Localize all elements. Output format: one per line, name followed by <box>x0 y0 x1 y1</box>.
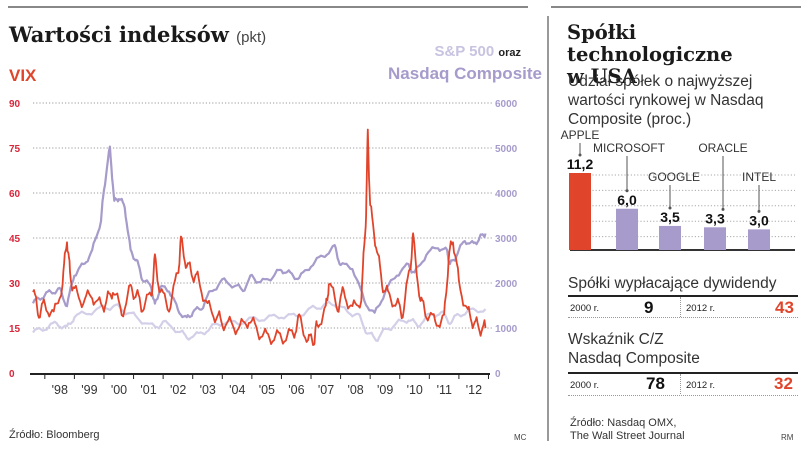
x-tick-label: '08 <box>347 383 363 397</box>
top-rule-left <box>8 6 528 8</box>
x-tick-label: '09 <box>377 383 393 397</box>
bar-category-label: APPLE <box>561 128 600 142</box>
right-tick-label: 3000 <box>495 234 518 245</box>
dividends-rule <box>568 295 798 297</box>
dividends-value1: 9 <box>644 298 654 317</box>
dividends-title: Spółki wypłacające dywidendy <box>568 275 777 292</box>
x-tick-label: '02 <box>170 383 186 397</box>
bar-category-label: GOOGLE <box>648 170 700 184</box>
x-tick-label: '01 <box>140 383 156 397</box>
bar-intel <box>748 229 770 250</box>
top-rule-right <box>551 6 801 8</box>
x-tick-label: '06 <box>288 383 304 397</box>
sp500-label: S&P 500 <box>434 43 495 60</box>
x-tick-label: '03 <box>200 383 216 397</box>
pe-title-line2: Nasdaq Composite <box>568 350 700 367</box>
x-tick-label: '10 <box>407 383 423 397</box>
bar-value-label: 11,2 <box>567 156 594 172</box>
left-tick-label: 90 <box>9 99 21 110</box>
pe-value1: 78 <box>646 374 665 393</box>
bar-leader-dot <box>757 209 761 213</box>
left-tick-label: 15 <box>9 324 21 335</box>
left-tick-label: 30 <box>9 279 21 290</box>
x-tick-label: '98 <box>52 383 68 397</box>
right-title: Spółki technologiczne w USA <box>567 22 805 88</box>
x-tick-label: '99 <box>81 383 97 397</box>
left-title-unit: (pkt) <box>236 29 267 46</box>
right-tick-label: 2000 <box>495 279 518 290</box>
x-tick-label: '00 <box>111 383 127 397</box>
bar-value-label: 3,0 <box>749 212 769 228</box>
pe-dotted-rule <box>568 395 798 396</box>
bar-value-label: 3,3 <box>705 210 725 226</box>
bar-leader-dot <box>721 207 725 211</box>
bar-category-label: MICROSOFT <box>593 141 666 155</box>
nasdaq-axis-title: Nasdaq Composite <box>388 64 542 83</box>
left-tick-label: 45 <box>9 234 21 245</box>
pe-title-line1: Wskaźnik C/Z <box>568 331 664 348</box>
right-source-line2: The Wall Street Journal <box>570 430 685 442</box>
pe-separator <box>680 374 681 394</box>
nasdaq-line <box>31 145 487 319</box>
dividends-year1: 2000 r. <box>570 303 600 314</box>
right-initials: RM <box>781 433 794 442</box>
dividends-year2: 2012 r. <box>686 303 716 314</box>
x-tick-label: '12 <box>466 383 482 397</box>
pe-year1: 2000 r. <box>570 380 600 391</box>
pe-title: Wskaźnik C/Z Nasdaq Composite <box>568 330 700 368</box>
vix-axis-title: VIX <box>9 66 37 85</box>
bar-chart-subtitle: Udział spółek o najwyższej wartości rynk… <box>568 73 764 128</box>
right-tick-label: 5000 <box>495 144 518 155</box>
right-tick-label: 0 <box>495 369 501 380</box>
dividends-separator <box>680 297 681 317</box>
bar-category-label: INTEL <box>742 170 776 184</box>
conjunction-label: oraz <box>498 47 521 59</box>
bar-oracle <box>704 227 726 250</box>
right-source-line1: Źródło: Nasdaq OMX, <box>570 417 677 429</box>
bar-leader-dot <box>668 206 672 210</box>
left-title-text: Wartości indeksów <box>9 22 229 47</box>
pe-year2: 2012 r. <box>686 380 716 391</box>
right-source: Źródło: Nasdaq OMX, The Wall Street Jour… <box>570 417 685 443</box>
pe-rule <box>568 372 798 374</box>
right-title-line1: Spółki technologiczne <box>567 21 733 66</box>
left-title: Wartości indeksów (pkt) <box>9 22 266 47</box>
left-initials: MC <box>514 433 527 442</box>
left-tick-label: 0 <box>9 369 15 380</box>
x-tick-label: '11 <box>437 383 452 397</box>
left-tick-label: 75 <box>9 144 21 155</box>
x-tick-label: '05 <box>259 383 275 397</box>
right-tick-label: 6000 <box>495 99 518 110</box>
x-tick-label: '04 <box>229 383 245 397</box>
bar-apple <box>569 173 591 250</box>
bar-value-label: 6,0 <box>617 192 637 208</box>
dividends-value2: 43 <box>775 298 794 317</box>
bar-microsoft <box>616 208 638 250</box>
right-tick-label: 4000 <box>495 189 518 200</box>
bar-leader-dot <box>625 189 629 193</box>
pe-value2: 32 <box>774 374 793 393</box>
bar-leader-dot <box>578 153 582 157</box>
bar-google <box>659 225 681 250</box>
sp500-axis-title: S&P 500 oraz <box>434 43 521 60</box>
dividends-dotted-rule <box>568 317 798 318</box>
right-title-line2: w USA <box>567 65 637 88</box>
share-bar-chart: 11,2 APPLE 6,0 MICROSOFT 3,5 GOOGLE 3,3 ORACLE 3… <box>561 128 795 251</box>
left-tick-label: 60 <box>9 189 21 200</box>
bar-value-label: 3,5 <box>660 209 680 225</box>
vix-line <box>32 128 487 347</box>
sp500-line <box>32 300 487 342</box>
x-tick-label: '07 <box>318 383 334 397</box>
right-tick-label: 1000 <box>495 324 518 335</box>
left-source: Źródło: Bloomberg <box>9 429 100 441</box>
bar-category-label: ORACLE <box>698 141 747 155</box>
panel-divider <box>547 16 549 441</box>
